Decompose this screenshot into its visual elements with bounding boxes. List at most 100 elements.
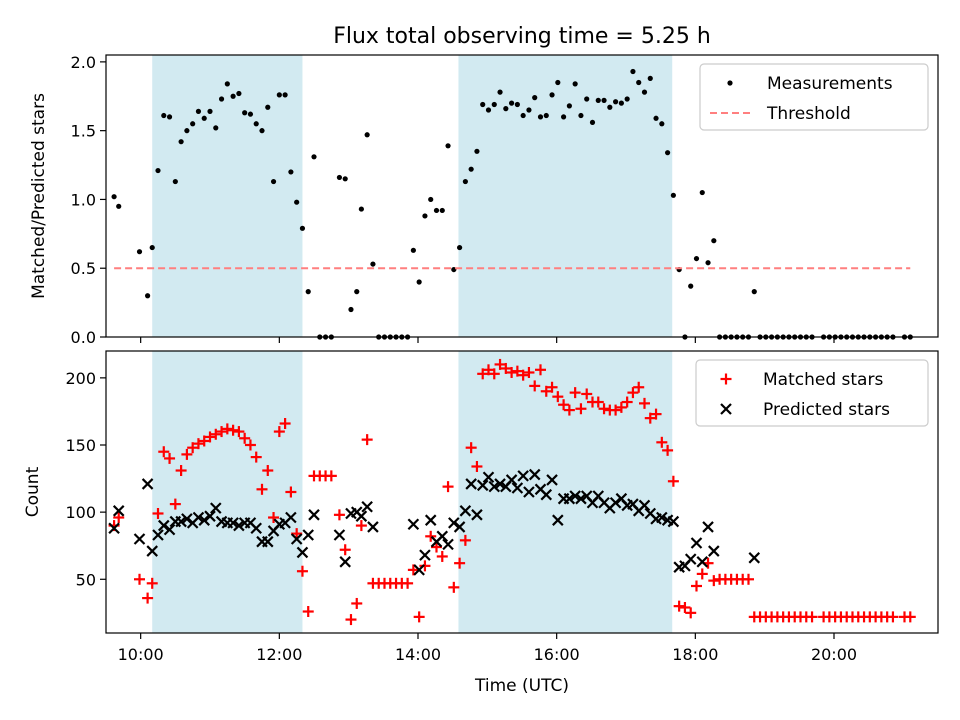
matched-stars-point — [152, 507, 164, 519]
predicted-stars-legend-swatch — [720, 403, 732, 415]
matched-stars-point — [690, 580, 702, 592]
measurements-point — [526, 107, 532, 113]
matched-stars-point — [552, 391, 564, 403]
measurements-point — [155, 167, 161, 174]
measurements-point — [607, 104, 613, 110]
matched-stars-point — [333, 509, 345, 521]
measurements-point — [566, 103, 572, 109]
matched-stars-point — [650, 408, 662, 420]
measurements-point — [172, 178, 178, 185]
predicted-stars-point — [209, 502, 222, 514]
measurements-point — [364, 132, 370, 138]
predicted-stars-point — [141, 478, 154, 490]
measurements-point — [537, 114, 544, 120]
predicted-stars-point — [471, 509, 483, 521]
matched-stars-point — [134, 573, 146, 585]
measurements-point — [218, 96, 225, 102]
matched-stars-point — [488, 368, 500, 380]
measurements-point — [145, 293, 151, 299]
measurements-point — [601, 97, 607, 103]
measurements-point — [555, 79, 561, 86]
predicted-stars-point — [708, 545, 720, 557]
matched-stars-legend-swatch — [720, 373, 732, 385]
matched-stars-point — [175, 465, 187, 477]
measurements-point — [213, 125, 219, 131]
x-tick-label: 16:00 — [534, 645, 580, 664]
predicted-stars-point — [302, 529, 315, 541]
predicted-stars-point — [152, 529, 164, 541]
predicted-stars-point — [696, 556, 709, 568]
matched-stars-point — [425, 530, 437, 542]
predicted-stars-point — [333, 529, 346, 541]
predicted-stars-point — [296, 546, 309, 559]
matched-stars-point — [656, 436, 668, 448]
observing-windows — [152, 55, 673, 337]
y-tick-label: 150 — [65, 436, 96, 455]
matched-stars-point — [644, 412, 656, 424]
measurements-point — [236, 90, 242, 97]
matched-stars-point — [685, 607, 697, 619]
matched-stars-point — [904, 611, 916, 623]
matched-stars-point — [325, 470, 337, 482]
predicted-stars-point — [528, 468, 541, 481]
predicted-stars-point — [261, 535, 274, 548]
count-y-axis-label: Count — [23, 466, 43, 517]
predicted-stars-point — [233, 519, 245, 532]
measurements-point — [665, 150, 671, 156]
predicted-stars-point — [146, 545, 159, 557]
predicted-stars-point — [424, 514, 437, 526]
matched-stars-point — [285, 486, 297, 498]
measurements-point — [561, 114, 567, 120]
predicted-stars-point — [575, 492, 587, 505]
measurements-point — [416, 279, 422, 285]
predicted-stars-point — [684, 553, 697, 565]
predicted-stars-point — [690, 537, 703, 549]
matched-stars-point — [361, 434, 373, 446]
predicted-stars-point — [192, 511, 205, 524]
ratio-y-axis-label: Matched/Predicted stars — [29, 93, 49, 299]
matched-stars-point — [454, 557, 466, 569]
matched-stars-point — [696, 568, 708, 580]
ratio-y-axis: 0.0 0.5 1.0 1.5 2.0 — [71, 53, 106, 347]
measurements-point — [595, 97, 601, 103]
matched-stars-point — [351, 597, 363, 609]
y-tick-label: 0.0 — [71, 328, 96, 347]
measurements-point — [474, 148, 480, 154]
measurements-point — [259, 128, 265, 134]
matched-stars-point — [534, 364, 546, 376]
observing-window-band — [458, 351, 673, 633]
measurements-point — [445, 143, 451, 149]
predicted-stars-point — [488, 480, 501, 493]
y-tick-label: 200 — [65, 369, 96, 388]
count-x-axis: 10:00 12:00 14:00 16:00 18:00 20:00 — [118, 633, 857, 664]
observing-window-band — [458, 55, 673, 337]
predicted-stars-point — [308, 509, 320, 521]
predicted-stars-point — [407, 518, 420, 531]
measurements-point — [543, 112, 549, 119]
predicted-stars-point — [569, 490, 581, 502]
measurements-point — [509, 100, 515, 106]
matched-stars-point — [806, 611, 818, 623]
count-y-axis: 50 100 150 200 — [65, 369, 106, 589]
matched-stars-point — [494, 358, 506, 370]
matched-stars-point — [673, 600, 685, 612]
measurements-point — [288, 169, 294, 175]
predicted-stars-point — [163, 523, 176, 536]
ratio-panel: Flux total observing time = 5.25 h 0.00.… — [29, 24, 939, 347]
y-tick-label: 0.5 — [71, 259, 96, 278]
matched-stars-point — [146, 577, 158, 589]
count-legend: Matched stars Predicted stars — [695, 359, 929, 427]
predicted-stars-point — [181, 513, 193, 525]
x-tick-label: 10:00 — [118, 645, 164, 664]
matched-stars-point — [523, 366, 535, 378]
matched-stars-point — [477, 368, 489, 380]
predicted-stars-point — [638, 499, 651, 512]
predicted-stars-point — [157, 519, 170, 532]
matched-stars-point — [569, 387, 581, 399]
matched-stars-point — [575, 403, 587, 415]
matched-stars-point — [142, 592, 154, 604]
predicted-stars-point — [476, 479, 489, 492]
matched-stars-point — [517, 369, 529, 381]
matched-stars-legend-label: Matched stars — [763, 370, 883, 390]
